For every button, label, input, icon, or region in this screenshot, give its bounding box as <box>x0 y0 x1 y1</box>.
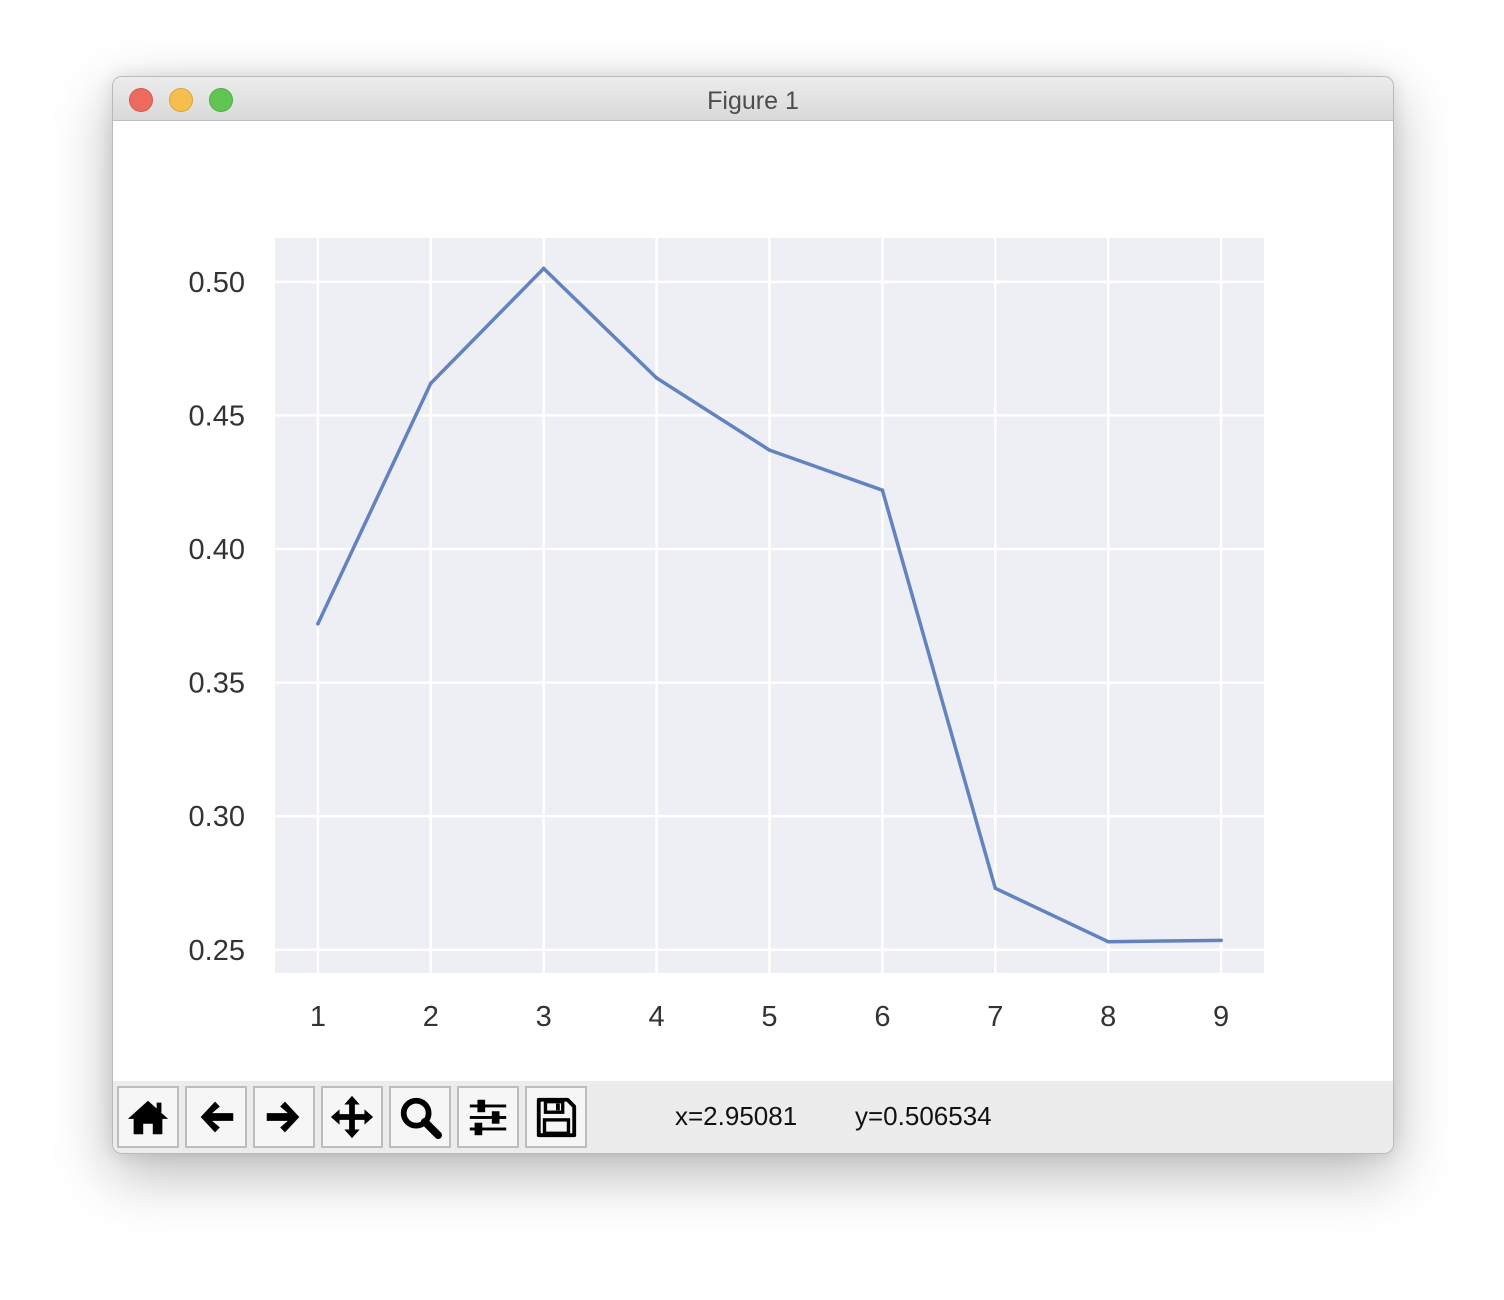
maximize-window-button[interactable] <box>209 88 233 112</box>
floppy-disk-icon <box>536 1097 577 1138</box>
x-tick-label: 3 <box>536 1001 552 1033</box>
data-point <box>880 488 885 493</box>
x-tick-label: 7 <box>987 1001 1003 1033</box>
y-axis-tick-labels: 0.25 0.30 0.35 0.40 0.45 0.50 <box>189 267 245 967</box>
x-tick-label: 4 <box>649 1001 665 1033</box>
magnifier-icon <box>400 1097 443 1140</box>
y-tick-label: 0.50 <box>189 267 245 299</box>
title-bar[interactable]: Figure 1 <box>113 77 1393 121</box>
data-point <box>993 886 998 891</box>
home-icon <box>127 1100 169 1135</box>
figure-canvas[interactable]: 1 2 3 4 5 6 7 8 9 0.25 0.30 0.35 0.40 0.45 0.50 <box>113 121 1393 1081</box>
move-icon <box>330 1095 374 1139</box>
close-window-button[interactable] <box>129 88 153 112</box>
x-tick-label: 6 <box>874 1001 890 1033</box>
navigation-toolbar: x=2.95081 y=0.506534 <box>113 1081 1393 1153</box>
x-tick-label: 8 <box>1100 1001 1116 1033</box>
grid-lines <box>275 238 1264 973</box>
configure-subplots-button[interactable] <box>457 1086 519 1148</box>
sliders-icon <box>469 1099 507 1136</box>
data-point <box>429 381 433 386</box>
cursor-x-readout: x=2.95081 <box>675 1101 798 1131</box>
y-tick-label: 0.45 <box>189 400 245 432</box>
data-point <box>767 448 772 452</box>
y-tick-label: 0.30 <box>189 801 245 833</box>
arrow-left-icon <box>200 1101 234 1133</box>
forward-button[interactable] <box>253 1086 315 1148</box>
data-point <box>1219 938 1223 943</box>
minimize-window-button[interactable] <box>169 88 193 112</box>
data-point <box>1106 939 1110 944</box>
pan-button[interactable] <box>321 1086 383 1148</box>
cursor-y-readout: y=0.506534 <box>855 1101 992 1131</box>
x-tick-label: 2 <box>423 1001 439 1033</box>
save-button[interactable] <box>525 1086 587 1148</box>
x-tick-label: 5 <box>761 1001 777 1033</box>
x-axis-tick-labels: 1 2 3 4 5 6 7 8 9 <box>310 1001 1229 1033</box>
data-point <box>541 266 546 271</box>
y-tick-label: 0.25 <box>189 935 245 967</box>
x-tick-label: 9 <box>1213 1001 1229 1033</box>
arrow-right-icon <box>266 1101 300 1133</box>
line-chart: 1 2 3 4 5 6 7 8 9 0.25 0.30 0.35 0.40 0.45 0.50 <box>189 238 1264 1033</box>
window-title: Figure 1 <box>707 87 799 115</box>
home-button[interactable] <box>117 1086 179 1148</box>
x-tick-label: 1 <box>310 1001 326 1033</box>
data-series <box>316 266 1223 944</box>
y-tick-label: 0.35 <box>189 668 245 700</box>
data-point <box>654 376 659 380</box>
back-button[interactable] <box>185 1086 247 1148</box>
data-point <box>316 622 320 626</box>
y-tick-label: 0.40 <box>189 534 245 566</box>
zoom-button[interactable] <box>389 1086 451 1148</box>
